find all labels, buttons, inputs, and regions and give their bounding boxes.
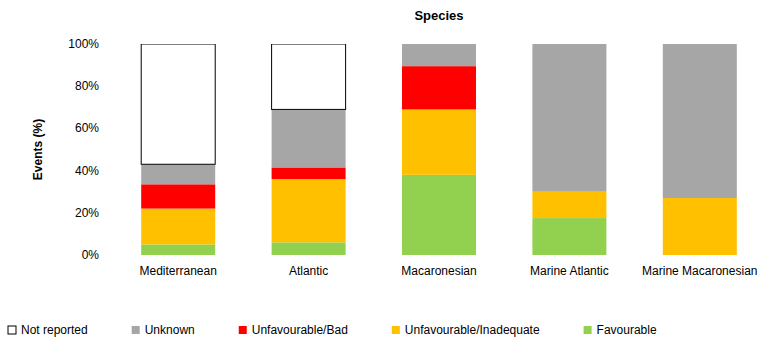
bar-segment <box>402 109 476 174</box>
x-tick-label: Macaronesian <box>401 264 476 278</box>
bar-segment <box>141 164 215 184</box>
legend: Not reported Unknown Unfavourable/Bad Unfav… <box>8 323 657 337</box>
y-tick-label: 0% <box>82 248 100 262</box>
legend-label: Unfavourable/Bad <box>252 323 348 337</box>
legend-swatch <box>8 326 16 334</box>
bar-segment <box>532 192 606 218</box>
bar-segment <box>402 44 476 45</box>
bars <box>141 44 737 255</box>
legend-swatch <box>584 326 592 334</box>
legend-swatch <box>132 326 140 334</box>
bar-segment <box>402 44 476 66</box>
legend-label: Unfavourable/Inadequate <box>405 323 540 337</box>
bar-segment <box>141 244 215 255</box>
y-tick-label: 80% <box>75 79 99 93</box>
bar-segment <box>663 44 737 198</box>
x-tick-label: Marine Macaronesian <box>642 264 757 278</box>
y-tick-label: 20% <box>75 206 99 220</box>
bar-segment <box>402 175 476 255</box>
y-axis-label: Events (%) <box>31 119 45 180</box>
bar-segment <box>272 44 346 109</box>
x-tick-label: Marine Atlantic <box>530 264 609 278</box>
bar-segment <box>272 109 346 167</box>
legend-swatch <box>392 326 400 334</box>
bar-segment <box>141 184 215 208</box>
bar-segment <box>272 179 346 242</box>
bar-segment <box>532 218 606 255</box>
legend-label: Not reported <box>21 323 88 337</box>
x-tick-label: Mediterranean <box>140 264 217 278</box>
bar-segment <box>402 66 476 109</box>
x-tick-label: Atlantic <box>289 264 328 278</box>
bar-segment <box>272 242 346 255</box>
title: Species <box>414 8 463 23</box>
bar-segment <box>663 198 737 255</box>
chart: Species Events (%) 0% 20% 40% 60% 80% 100% Medit… <box>0 0 768 347</box>
y-tick-label: 40% <box>75 164 99 178</box>
bar-segment <box>141 209 215 245</box>
bar-segment <box>272 167 346 179</box>
y-tick-label: 60% <box>75 121 99 135</box>
legend-label: Favourable <box>597 323 657 337</box>
legend-label: Unknown <box>145 323 195 337</box>
bar-segment <box>663 44 737 45</box>
bar-segment <box>532 44 606 45</box>
y-tick-label: 100% <box>68 37 99 51</box>
bar-segment <box>141 44 215 164</box>
bar-segment <box>532 44 606 192</box>
legend-swatch <box>239 326 247 334</box>
